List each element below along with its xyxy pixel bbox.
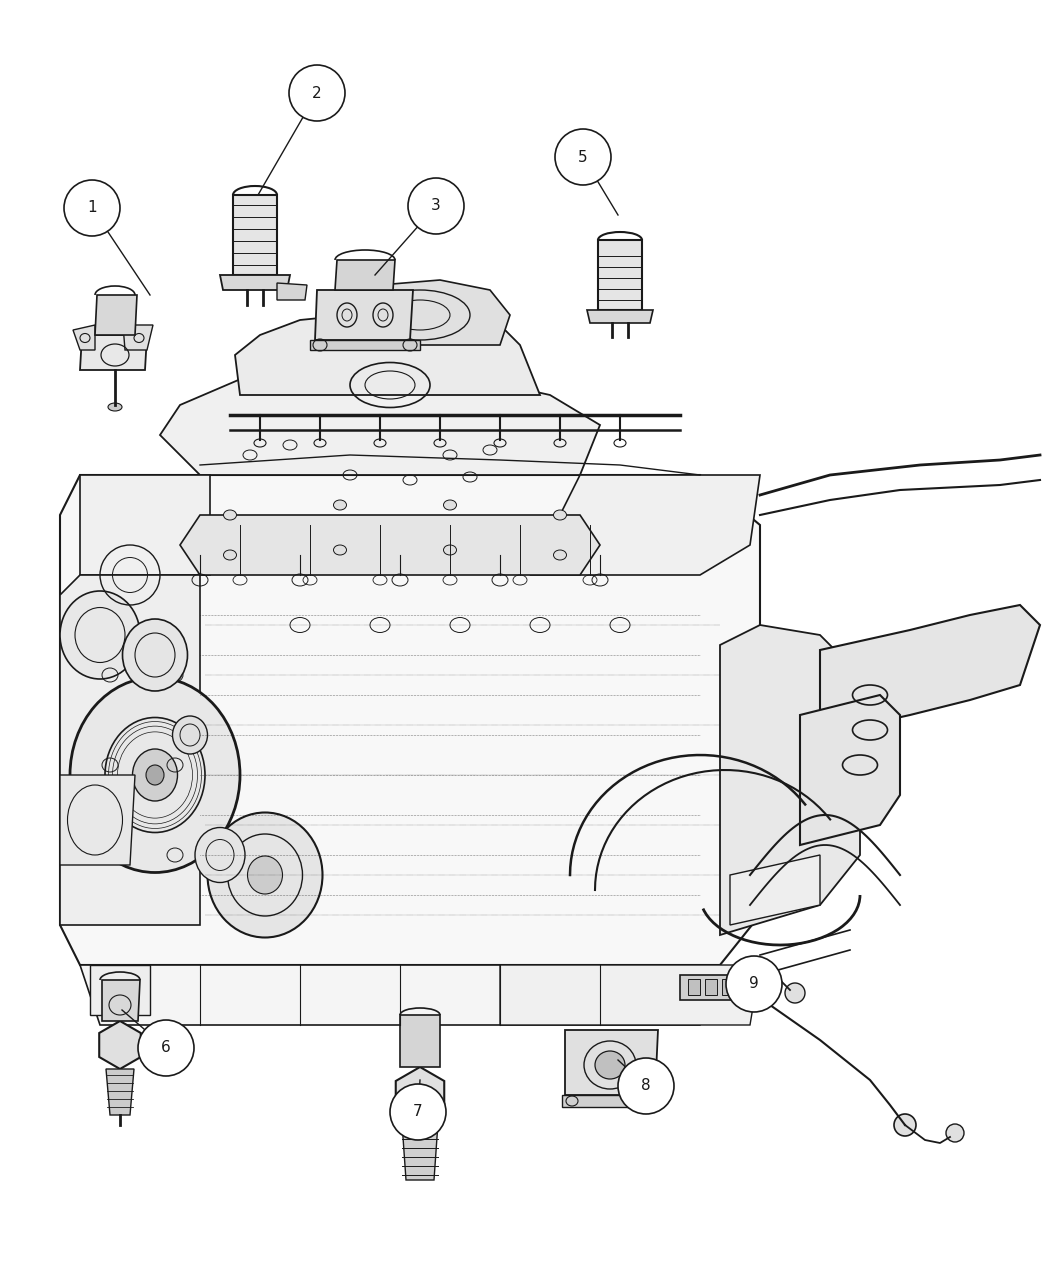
Polygon shape [102,980,140,1021]
Text: 3: 3 [432,199,441,213]
Polygon shape [220,275,290,289]
Polygon shape [330,280,510,346]
Polygon shape [80,965,720,1025]
Circle shape [726,956,782,1012]
Text: 2: 2 [312,85,321,101]
Ellipse shape [132,748,177,801]
Circle shape [408,179,464,235]
Ellipse shape [553,550,567,560]
Polygon shape [80,476,210,575]
Polygon shape [598,240,642,310]
Text: 8: 8 [642,1079,651,1094]
Ellipse shape [195,827,245,882]
Polygon shape [396,1067,444,1123]
Circle shape [289,65,345,121]
Text: 9: 9 [749,977,759,992]
Ellipse shape [334,544,346,555]
Bar [705,979,717,995]
Text: 1: 1 [87,200,97,215]
Bar [688,979,700,995]
Circle shape [555,129,611,185]
Polygon shape [106,1068,134,1116]
Text: 6: 6 [161,1040,171,1056]
Ellipse shape [595,1051,625,1079]
Polygon shape [99,1021,141,1068]
Polygon shape [94,295,136,335]
Ellipse shape [443,500,457,510]
Polygon shape [820,606,1040,734]
Polygon shape [500,965,760,1025]
Polygon shape [74,325,94,351]
Polygon shape [402,1123,438,1179]
Ellipse shape [172,717,208,754]
Polygon shape [310,340,420,351]
Polygon shape [235,310,540,395]
Ellipse shape [208,812,322,937]
Ellipse shape [146,765,164,785]
Ellipse shape [334,500,346,510]
Text: 7: 7 [414,1104,423,1119]
Circle shape [618,1058,674,1114]
Polygon shape [530,476,760,575]
Polygon shape [562,1095,658,1107]
Ellipse shape [946,1125,964,1142]
Ellipse shape [224,550,236,560]
Polygon shape [720,625,860,935]
Bar [680,975,740,1000]
Polygon shape [335,260,395,289]
Polygon shape [800,695,900,845]
Polygon shape [60,476,760,965]
Ellipse shape [443,544,457,555]
Ellipse shape [123,618,188,691]
Bar [722,979,734,995]
Ellipse shape [224,510,236,520]
Polygon shape [123,325,153,351]
Circle shape [390,1084,446,1140]
Ellipse shape [553,510,567,520]
Polygon shape [315,289,413,340]
Polygon shape [587,310,653,323]
Polygon shape [90,965,150,1015]
Ellipse shape [60,592,140,680]
Circle shape [64,180,120,236]
Ellipse shape [894,1114,916,1136]
Polygon shape [160,365,600,476]
Polygon shape [233,195,277,275]
Circle shape [138,1020,194,1076]
Polygon shape [80,335,147,370]
Polygon shape [565,1030,658,1095]
Polygon shape [277,283,307,300]
Polygon shape [60,775,135,864]
Polygon shape [730,856,820,924]
Ellipse shape [70,677,240,872]
Ellipse shape [785,983,805,1003]
Ellipse shape [248,856,282,894]
Polygon shape [400,1015,440,1067]
Polygon shape [180,515,600,575]
Text: 5: 5 [579,149,588,164]
Polygon shape [60,575,200,924]
Ellipse shape [108,403,122,411]
